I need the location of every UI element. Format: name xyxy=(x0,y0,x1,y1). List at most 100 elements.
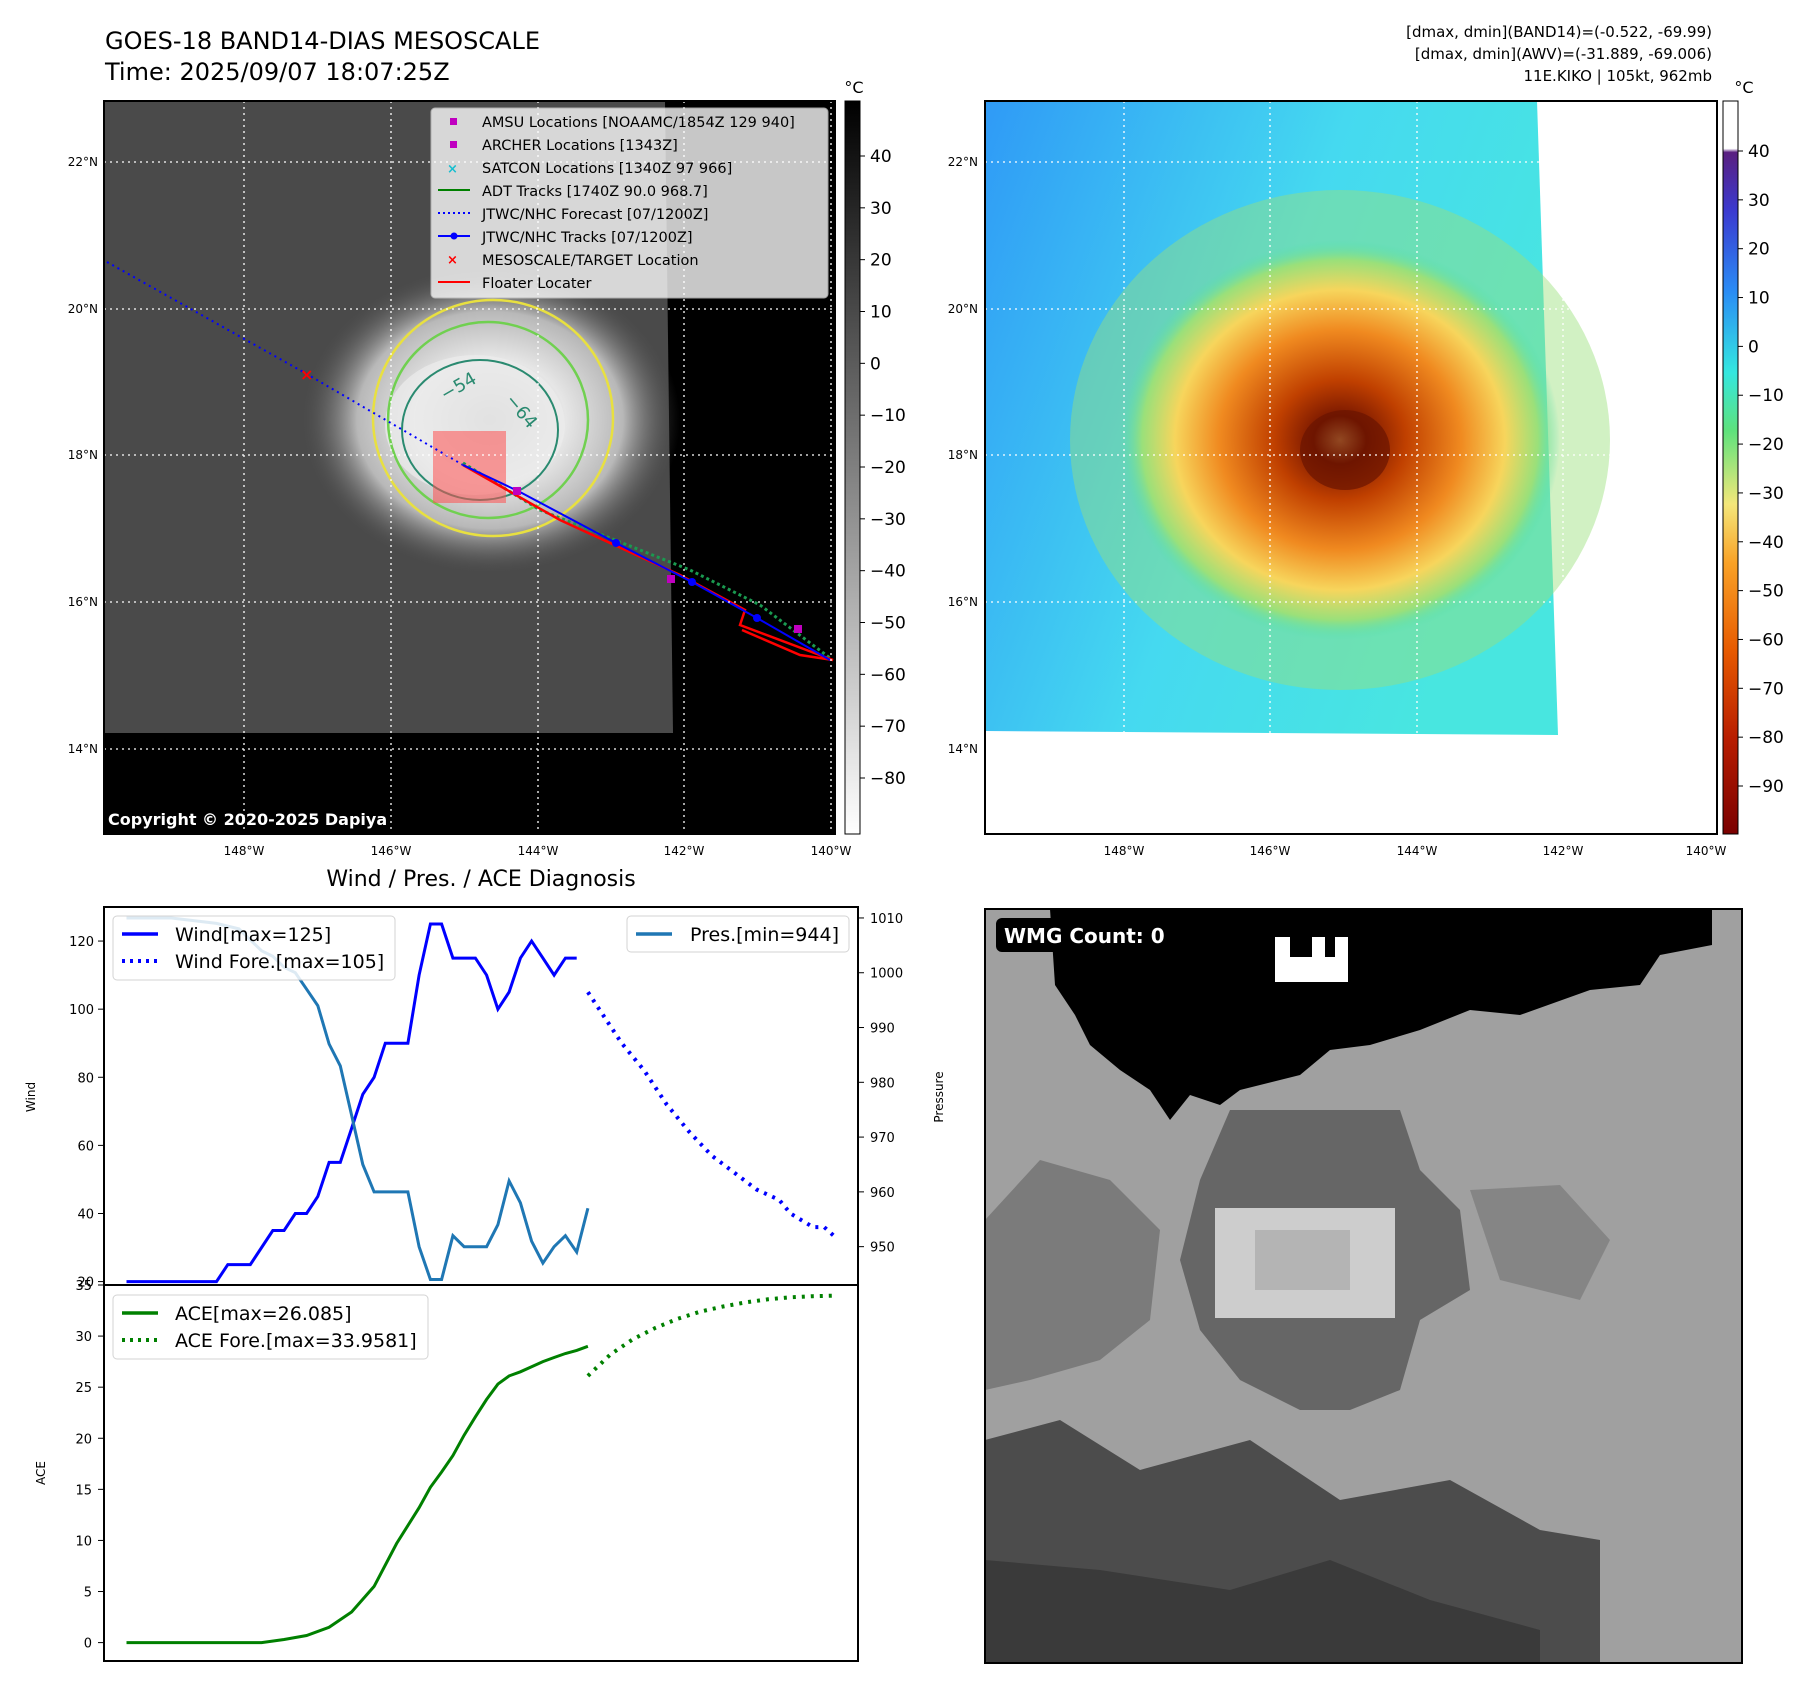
colorbar-tick-label: −50 xyxy=(870,614,906,634)
colorbar-tick-label: 0 xyxy=(870,354,881,374)
wv-colorbar-unit: °C xyxy=(1734,78,1753,97)
ace-ylabel: ACE xyxy=(34,1461,48,1485)
legend-adt: ADT Tracks [1740Z 90.0 968.7] xyxy=(482,184,708,200)
amsu-marker xyxy=(513,487,521,495)
legend-archer: ARCHER Locations [1343Z] xyxy=(482,138,678,154)
wv-colorbar-ticks: 40 30 20 10 0 −10 −20 −30 −40 −50 −60 −70 −80 −90 xyxy=(1738,142,1784,797)
svg-text:16°N: 16°N xyxy=(948,595,978,609)
colorbar-tick-label: −70 xyxy=(870,717,906,737)
ir-lat-ticks: 22°N 20°N 18°N 16°N 14°N xyxy=(68,155,98,756)
ir-colorbar xyxy=(844,100,861,835)
colorbar-tick-label: −70 xyxy=(1748,679,1784,699)
wv-lon-ticks: 148°W 146°W 144°W 142°W 140°W xyxy=(1104,844,1727,858)
wind-tick-label: 60 xyxy=(77,1139,94,1154)
legend-jtwc: JTWC/NHC Tracks [07/1200Z] xyxy=(481,230,693,246)
archer-marker xyxy=(667,575,675,583)
ace-forecast-line xyxy=(586,1293,836,1378)
ace-y-ticks: 0 5 10 15 20 25 30 35 xyxy=(75,1279,104,1652)
colorbar-tick-label: −30 xyxy=(1748,484,1784,504)
pressure-tick-label: 990 xyxy=(870,1022,895,1037)
forecast-track xyxy=(106,261,464,466)
ace-tick-label: 15 xyxy=(75,1483,92,1498)
ace-tick-label: 35 xyxy=(75,1279,92,1294)
legend-wind: Wind[max=125] xyxy=(175,924,331,946)
wmg-panel: WMG Count: 0 xyxy=(984,908,1743,1664)
svg-text:20°N: 20°N xyxy=(68,302,98,316)
ace-tick-label: 5 xyxy=(84,1586,92,1601)
pressure-ylabel: Pressure xyxy=(932,1071,946,1122)
ir-gridlines xyxy=(104,101,835,833)
copyright: Copyright © 2020-2025 Dapiya xyxy=(108,810,387,829)
legend-ace-fore: ACE Fore.[max=33.9581] xyxy=(175,1330,417,1352)
dmax-band14: [dmax, dmin](BAND14)=(-0.522, -69.99) xyxy=(1406,23,1712,41)
pressure-tick-label: 980 xyxy=(870,1076,895,1091)
wind-tick-label: 120 xyxy=(69,935,94,950)
ace-tick-label: 30 xyxy=(75,1330,92,1345)
legend-amsu: AMSU Locations [NOAAMC/1854Z 129 940] xyxy=(482,115,795,131)
wmg-cold-region xyxy=(1050,909,1712,1120)
legend-mesoscale: MESOSCALE/TARGET Location xyxy=(482,253,699,269)
wind-panel-title: Wind / Pres. / ACE Diagnosis xyxy=(326,867,635,892)
svg-text:148°W: 148°W xyxy=(224,844,265,858)
wv-map-panel: 22°N 20°N 18°N 16°N 14°N 148°W 146°W 144… xyxy=(948,78,1784,858)
colorbar-tick-label: −10 xyxy=(1748,386,1784,406)
svg-text:146°W: 146°W xyxy=(371,844,412,858)
colorbar-tick-label: 10 xyxy=(870,303,892,323)
svg-text:146°W: 146°W xyxy=(1250,844,1291,858)
figure-time: Time: 2025/09/07 18:07:25Z xyxy=(104,58,450,86)
colorbar-tick-label: −60 xyxy=(870,665,906,685)
ace-tick-label: 20 xyxy=(75,1432,92,1447)
wind-tick-label: 20 xyxy=(77,1276,94,1291)
floater-track xyxy=(462,463,834,662)
svg-text:144°W: 144°W xyxy=(1397,844,1438,858)
ace-tick-label: 0 xyxy=(84,1637,92,1652)
mesoscale-target-marker: × xyxy=(300,365,313,384)
wv-lat-ticks: 22°N 20°N 18°N 16°N 14°N xyxy=(948,155,978,756)
svg-text:×: × xyxy=(447,253,458,268)
legend-wind-fore: Wind Fore.[max=105] xyxy=(175,951,384,973)
svg-text:×: × xyxy=(447,162,458,177)
svg-text:144°W: 144°W xyxy=(518,844,559,858)
ir-map-panel: −54 −64 × Copyright © 2020-2025 D xyxy=(68,78,906,858)
wind-pressure-chart: 20 40 60 80 100 120 950 960 970 980 990 1000 1010 W… xyxy=(24,906,946,1291)
cold-contour-outer xyxy=(371,298,615,538)
pressure-tick-label: 970 xyxy=(870,1131,895,1146)
ir-lon-ticks: 148°W 146°W 144°W 142°W 140°W xyxy=(224,844,852,858)
svg-text:142°W: 142°W xyxy=(1543,844,1584,858)
pressure-tick-label: 960 xyxy=(870,1186,895,1201)
colorbar-tick-label: 30 xyxy=(870,199,892,219)
wv-gridlines xyxy=(985,101,1717,833)
figure-title: GOES-18 BAND14-DIAS MESOSCALE xyxy=(105,27,540,55)
legend-forecast: JTWC/NHC Forecast [07/1200Z] xyxy=(481,207,708,223)
storm-info: 11E.KIKO | 105kt, 962mb xyxy=(1523,67,1712,85)
wind-legend: Wind[max=125] Wind Fore.[max=105] xyxy=(112,915,396,981)
svg-text:148°W: 148°W xyxy=(1104,844,1145,858)
ace-legend: ACE[max=26.085] ACE Fore.[max=33.9581] xyxy=(112,1294,429,1360)
pressure-legend: Pres.[min=944] xyxy=(626,915,850,953)
legend-satcon: SATCON Locations [1340Z 97 966] xyxy=(482,161,732,177)
svg-text:18°N: 18°N xyxy=(948,448,978,462)
wind-line xyxy=(126,922,577,1284)
wind-tick-label: 80 xyxy=(77,1071,94,1086)
pressure-tick-label: 1010 xyxy=(870,912,903,927)
ir-legend: × × AMSU Locations [NOAAMC/1854Z 129 940… xyxy=(430,107,829,299)
ir-colorbar-ticks: 40 30 20 10 0 −10 −20 −30 −40 −50 −60 −70 −80 xyxy=(860,147,906,789)
svg-text:140°W: 140°W xyxy=(811,844,852,858)
colorbar-tick-label: 30 xyxy=(1748,191,1770,211)
colorbar-tick-label: −90 xyxy=(1748,777,1784,797)
colorbar-tick-label: −40 xyxy=(870,562,906,582)
ace-tick-label: 25 xyxy=(75,1381,92,1396)
legend-ace: ACE[max=26.085] xyxy=(175,1303,352,1325)
cold-contour-mid xyxy=(386,320,590,520)
adt-track xyxy=(462,461,831,660)
colorbar-tick-label: 40 xyxy=(870,147,892,167)
colorbar-tick-label: −30 xyxy=(870,510,906,530)
colorbar-tick-label: 10 xyxy=(1748,289,1770,309)
ace-series xyxy=(126,1293,836,1645)
colorbar-tick-label: −20 xyxy=(1748,435,1784,455)
svg-text:14°N: 14°N xyxy=(948,742,978,756)
dmax-awv: [dmax, dmin](AWV)=(-31.889, -69.006) xyxy=(1415,45,1712,63)
svg-text:140°W: 140°W xyxy=(1686,844,1727,858)
ace-chart: 0 5 10 15 20 25 30 35 ACE ACE[max=26.085] ACE F… xyxy=(34,1279,859,1662)
